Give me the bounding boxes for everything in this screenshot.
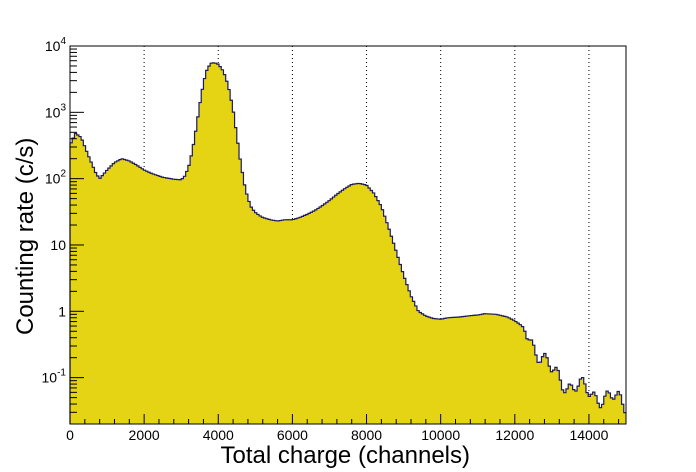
- spectrum-area: [70, 62, 626, 425]
- x-axis-title: Total charge (channels): [221, 442, 470, 469]
- y-tick-label: 104: [45, 36, 67, 54]
- x-tick-label: 6000: [277, 427, 308, 443]
- x-tick-label: 4000: [203, 427, 234, 443]
- y-axis-title: Counting rate (c/s): [12, 138, 39, 335]
- spectrum-line: [69, 62, 626, 424]
- y-tick-label: 102: [45, 169, 67, 187]
- y-tick-label: 10: [50, 237, 66, 253]
- x-axis: 0 2000 4000 6000 8000 10000 12000 14000: [66, 414, 620, 443]
- x-tick-label: 2000: [129, 427, 160, 443]
- x-tick-label: 8000: [351, 427, 382, 443]
- x-tick-label: 0: [66, 427, 74, 443]
- y-tick-label: 10-1: [42, 368, 67, 386]
- x-tick-label: 10000: [421, 427, 460, 443]
- y-tick-label: 103: [45, 102, 67, 120]
- y-axis: 10-1 1 10 102 103 104: [42, 36, 84, 425]
- plot-frame: [69, 45, 627, 425]
- y-tick-label: 1: [58, 303, 66, 319]
- x-tick-label: 12000: [495, 427, 534, 443]
- x-tick-label: 14000: [569, 427, 608, 443]
